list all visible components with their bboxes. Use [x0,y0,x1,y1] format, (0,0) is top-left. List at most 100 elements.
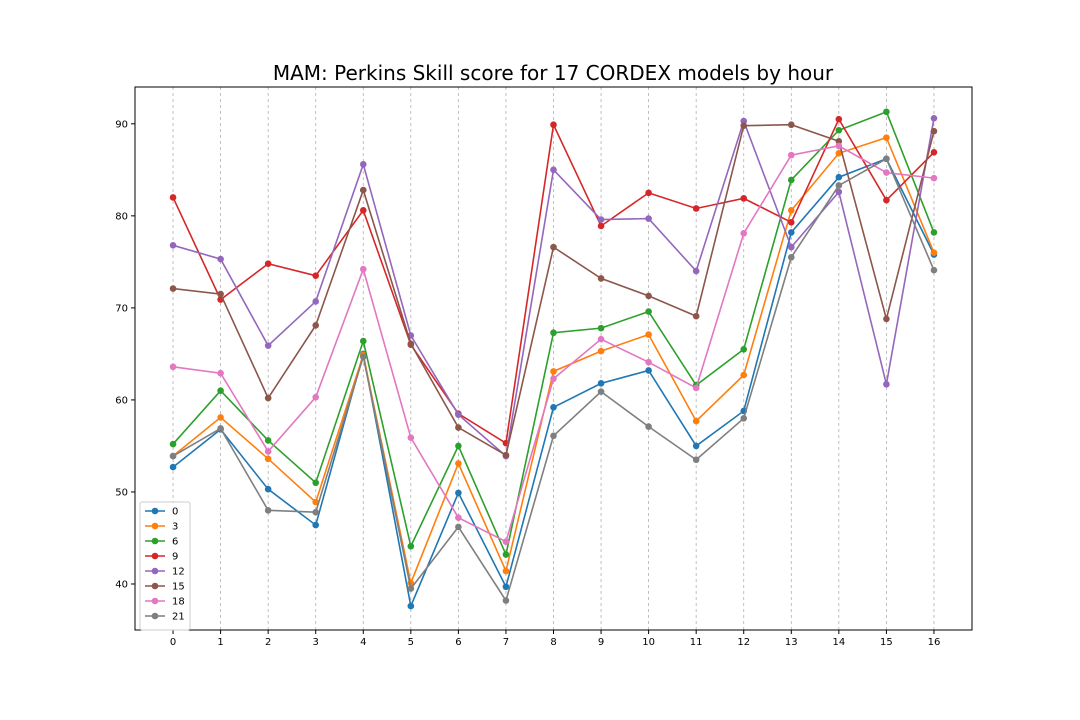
legend-item: 21 [145,612,185,623]
data-point [217,290,224,298]
chart-title: MAM: Perkins Skill score for 17 CORDEX m… [273,61,834,85]
data-point [312,521,320,529]
data-point [550,243,557,251]
series-3 [169,134,938,587]
y-tick-label: 90 [115,119,128,130]
data-point [550,368,557,375]
data-point [312,298,320,305]
x-tick-label: 5 [408,637,414,648]
data-point [264,507,272,514]
data-point [692,417,700,425]
x-tick-label: 10 [642,637,655,648]
data-point [692,312,700,320]
data-point [359,161,367,168]
data-point [502,597,510,604]
data-point [930,174,938,182]
data-point [359,337,367,345]
data-point [550,432,557,440]
data-point [407,434,415,441]
data-point [455,489,462,497]
legend-marker [151,597,159,605]
legend-item: 9 [145,552,178,563]
legend-label: 0 [172,507,178,518]
data-point [787,218,795,226]
legend-item: 3 [145,522,178,533]
series-6 [169,108,938,558]
data-point [883,196,890,204]
legend-marker [151,537,159,545]
data-point [597,275,605,282]
data-point [169,285,177,292]
data-point [359,265,367,273]
data-point [645,423,652,430]
data-point [264,342,272,349]
data-point [645,292,652,300]
data-point [597,324,605,332]
data-point [645,358,652,366]
data-point [787,151,795,159]
data-point [930,127,938,135]
x-tick-label: 16 [928,637,941,648]
legend-item: 15 [145,582,185,593]
series-15 [169,121,938,459]
data-point [930,114,938,122]
data-point [740,230,748,237]
data-point [645,189,652,197]
data-point [883,108,890,116]
data-point [550,121,557,129]
legend-label: 6 [172,537,178,548]
data-point [312,272,320,279]
data-point [740,371,748,379]
data-point [312,322,320,329]
legend-item: 12 [145,567,185,578]
data-point [692,442,700,450]
data-point [740,195,748,202]
data-point [597,216,605,223]
x-tick-label: 1 [217,637,223,648]
data-point [217,414,224,421]
data-point [645,215,652,222]
y-tick-label: 50 [115,487,128,498]
legend-label: 9 [172,552,178,563]
legend: 0 3 6 9 12 15 18 21 [139,501,191,631]
x-tick-label: 12 [737,637,750,648]
data-point [597,380,605,387]
data-point [692,267,700,275]
legend-marker [151,522,159,530]
legend-label: 18 [172,597,185,608]
data-point [645,331,652,338]
data-point [359,207,367,214]
data-point [883,155,890,163]
data-point [169,241,177,249]
series-18 [169,142,938,545]
data-point [787,207,795,214]
data-point [455,523,462,531]
x-tick-label: 0 [170,637,176,648]
data-point [787,229,795,236]
series-group [169,108,938,610]
data-point [550,403,557,411]
x-tick-label: 7 [503,637,509,648]
y-tick-label: 70 [115,303,128,314]
data-point [835,182,843,189]
data-point [312,508,320,516]
series-21 [169,155,938,604]
x-gridlines [172,87,935,630]
data-point [502,551,510,558]
legend-marker [151,612,159,620]
data-point [217,425,224,432]
data-point [455,460,462,467]
data-point [597,347,605,355]
data-point [359,186,367,194]
legend-label: 12 [172,567,185,578]
x-tick-label: 4 [360,637,366,648]
data-point [883,380,890,388]
data-point [692,456,700,464]
data-point [883,134,890,141]
data-point [835,126,843,134]
legend-marker [151,552,159,560]
data-point [740,345,748,353]
data-point [645,367,652,374]
data-point [264,394,272,402]
